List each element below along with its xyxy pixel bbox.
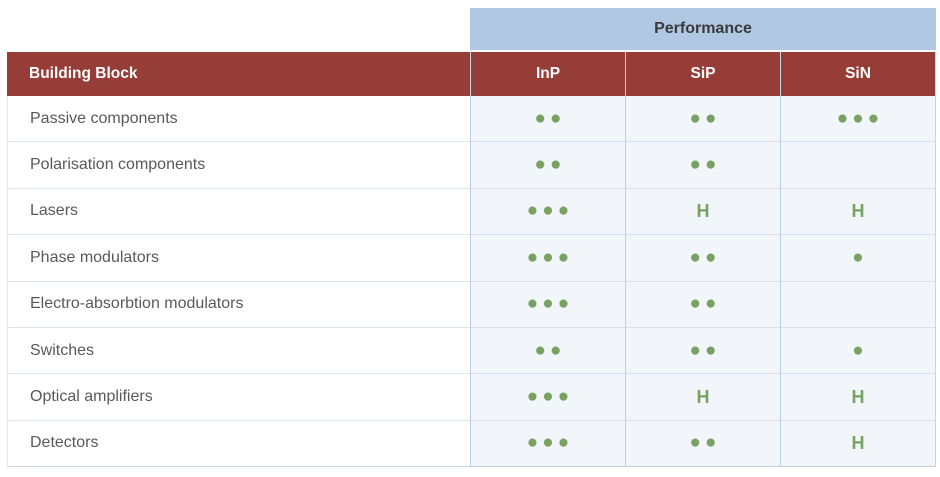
table-row: Detectors ●●● ●● H [7,420,936,468]
rating-cell-inp: ●●● [470,235,625,282]
column-header-row: Building Block InP SiP SiN [7,52,936,96]
rating-cell-sip: H [625,374,780,421]
rating-cell-inp: ●●● [470,374,625,421]
rating-cell-sin: H [780,374,936,421]
rating-cell-sip: ●● [625,327,780,375]
rating-cell-sip: ●● [625,420,780,468]
row-label: Optical amplifiers [7,374,470,421]
row-label: Polarisation components [7,142,470,189]
row-label: Detectors [7,420,470,468]
performance-banner-row: Performance [7,8,936,52]
rating-cell-sin: ● [780,327,936,375]
table-row: Switches ●● ●● ● [7,327,936,375]
rating-cell-inp: ●● [470,96,625,143]
column-header-inp: InP [470,52,625,96]
rating-cell-sin [780,142,936,189]
banner-spacer [7,8,470,52]
rating-cell-sin [780,281,936,328]
rating-cell-inp: ●●● [470,281,625,328]
rating-cell-inp: ●●● [470,420,625,468]
column-header-building-block: Building Block [7,52,470,96]
rating-cell-sin: H [780,188,936,236]
table-row: Optical amplifiers ●●● H H [7,374,936,421]
rating-cell-inp: ●● [470,142,625,189]
performance-banner: Performance [470,8,936,52]
rating-cell-inp: ●● [470,327,625,375]
table-row: Phase modulators ●●● ●● ● [7,235,936,282]
rating-cell-sip: ●● [625,142,780,189]
table-row: Polarisation components ●● ●● [7,142,936,189]
rating-cell-sip: ●● [625,281,780,328]
table-row: Passive components ●● ●● ●●● [7,96,936,143]
table-row: Electro-absorbtion modulators ●●● ●● [7,281,936,328]
column-header-sin: SiN [780,52,936,96]
rating-cell-sip: H [625,188,780,236]
rating-cell-sin: H [780,420,936,468]
row-label: Phase modulators [7,235,470,282]
table-row: Lasers ●●● H H [7,188,936,236]
rating-cell-sin: ● [780,235,936,282]
rating-cell-sip: ●● [625,235,780,282]
row-label: Passive components [7,96,470,143]
row-label: Electro-absorbtion modulators [7,281,470,328]
rating-cell-sin: ●●● [780,96,936,143]
rating-cell-inp: ●●● [470,188,625,236]
row-label: Switches [7,327,470,375]
column-header-sip: SiP [625,52,780,96]
rating-cell-sip: ●● [625,96,780,143]
row-label: Lasers [7,188,470,236]
building-block-performance-table: Performance Building Block InP SiP SiN P… [7,8,936,468]
